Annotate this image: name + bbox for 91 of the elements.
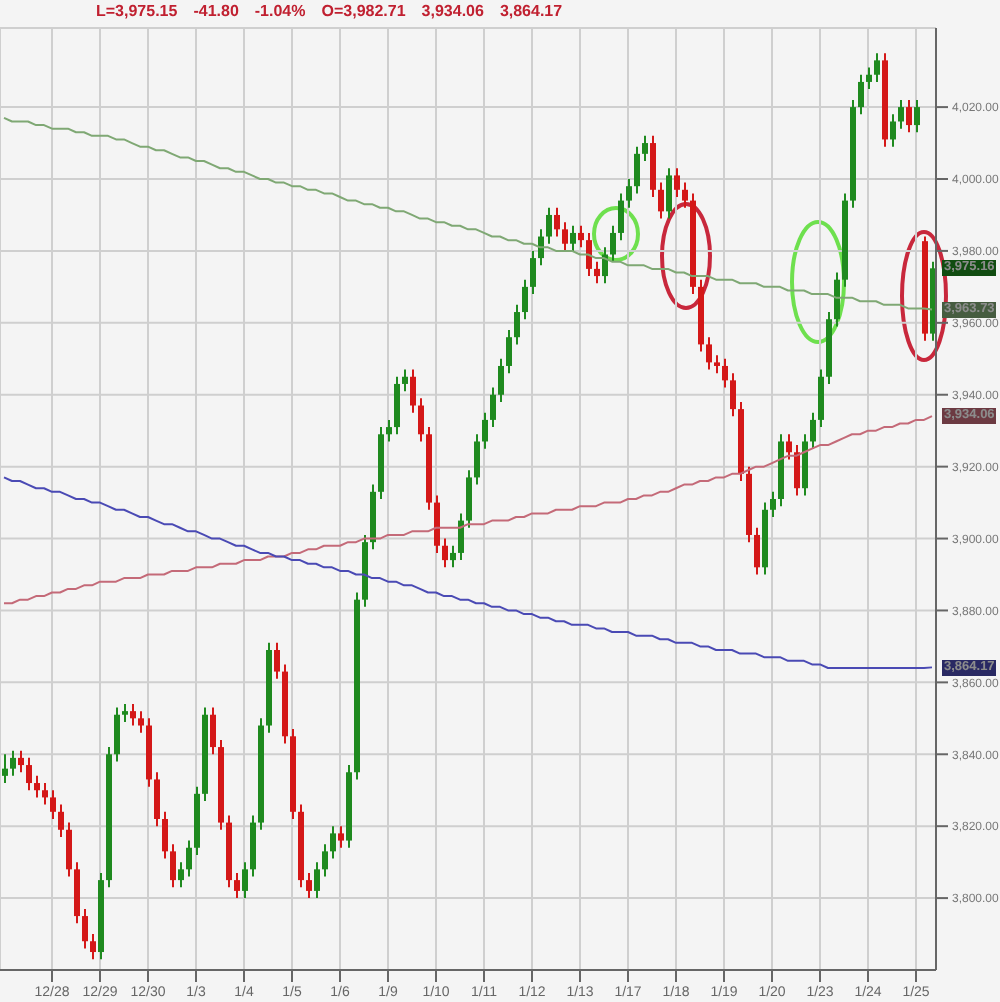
candlestick: [794, 444, 800, 497]
candlestick: [754, 526, 760, 576]
candlestick: [706, 336, 712, 371]
candlestick: [810, 411, 816, 450]
candlestick: [170, 843, 176, 889]
candlestick: [674, 167, 680, 198]
candlestick: [178, 861, 184, 889]
candlestick: [274, 641, 280, 680]
candlestick: [154, 771, 160, 828]
candlestick: [786, 433, 792, 461]
candlestick: [26, 756, 32, 792]
candlestick: [802, 433, 808, 497]
line-series: [3, 476, 933, 669]
candlestick: [18, 749, 24, 774]
candlestick: [82, 907, 88, 950]
candlestick: [634, 145, 640, 195]
candlestick: [434, 494, 440, 554]
candlestick: [666, 167, 672, 220]
candlestick: [386, 418, 392, 443]
text: L=3,975.15: [96, 2, 178, 20]
candlestick: [562, 221, 568, 252]
candlestick: [498, 357, 504, 403]
candlestick: [58, 803, 64, 838]
candlestick: [234, 871, 240, 900]
candlestick: [650, 134, 656, 198]
text: -1.04%: [254, 2, 306, 20]
candlestick: [682, 181, 688, 209]
candlestick: [114, 706, 120, 763]
candlestick: [10, 749, 16, 777]
candlestick: [138, 710, 144, 734]
candlestick: [546, 206, 552, 245]
candlestick: [818, 368, 824, 429]
candlestick: [554, 206, 560, 238]
candlestick: [874, 52, 880, 83]
candlestick: [402, 368, 408, 393]
candlestick: [530, 249, 536, 296]
candlestick: [210, 706, 216, 756]
candlestick: [858, 73, 864, 116]
candlestick: [730, 372, 736, 418]
candlestick: [442, 537, 448, 569]
candlestick: [394, 375, 400, 436]
candlestick: [898, 98, 904, 130]
line-series: [3, 415, 933, 605]
candlestick: [474, 433, 480, 486]
text: -41.80: [193, 2, 239, 20]
candlestick: [482, 411, 488, 450]
candlestick: [322, 843, 328, 878]
candlestick: [410, 368, 416, 414]
candlestick: [594, 260, 600, 285]
candlestick: [338, 825, 344, 849]
candlestick: [914, 98, 920, 134]
candlestick: [66, 821, 72, 878]
candlestick: [250, 814, 256, 878]
candlestick: [34, 774, 40, 799]
candlestick: [890, 113, 896, 148]
candlestick: [658, 181, 664, 220]
candlestick: [506, 329, 512, 375]
candlestick: [242, 861, 248, 900]
candlestick: [514, 303, 520, 346]
candlestick: [306, 871, 312, 900]
candlestick: [314, 861, 320, 900]
candlestick: [330, 825, 336, 860]
candlestick: [834, 271, 840, 328]
candlestick: [610, 224, 616, 263]
candlestick: [586, 231, 592, 278]
candlestick: [2, 753, 8, 785]
candlestick: [570, 224, 576, 252]
text: 3,934.06: [421, 2, 484, 20]
candlestick: [74, 861, 80, 925]
candlestick: [130, 702, 136, 727]
candlestick: [90, 933, 96, 961]
candlestick: [722, 357, 728, 389]
candlestick: [866, 66, 872, 91]
candlestick: [466, 469, 472, 529]
candlestick: [626, 178, 632, 209]
candlestick: [42, 782, 48, 806]
candlestick: [522, 278, 528, 321]
candlestick: [578, 224, 584, 249]
candlestick: [642, 134, 648, 163]
candlestick: [186, 839, 192, 878]
candlestick: [770, 490, 776, 518]
candlestick: [418, 397, 424, 443]
candlestick: [458, 512, 464, 562]
text: 3,864.17: [499, 2, 563, 20]
candlestick: [162, 810, 168, 860]
candlestick: [450, 544, 456, 569]
candlestick: [618, 192, 624, 242]
candlestick: [50, 789, 56, 820]
candlestick: [490, 386, 496, 429]
text: O=3,982.71: [321, 2, 406, 20]
candlestick: [906, 98, 912, 134]
